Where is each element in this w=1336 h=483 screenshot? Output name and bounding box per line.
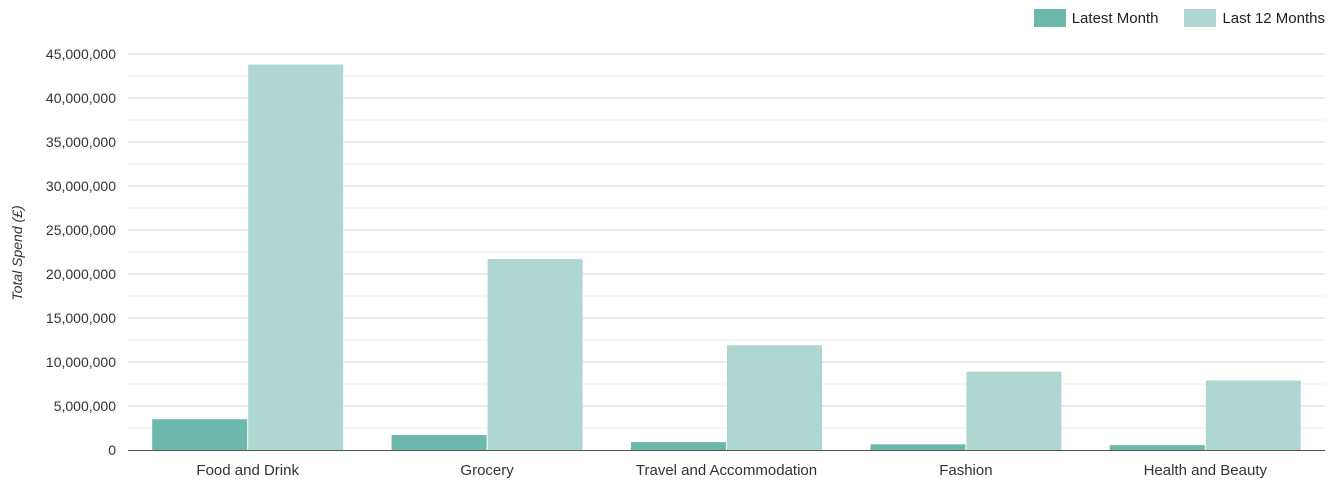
y-tick-label: 5,000,000 [54,398,116,414]
legend: Latest Month Last 12 Months [1033,9,1325,27]
bar-last-12-months [248,64,344,450]
y-tick-label: 15,000,000 [46,310,116,326]
legend-swatch-last-12-months [1184,9,1217,27]
y-tick-label: 25,000,000 [46,222,116,238]
x-tick-label: Grocery [460,462,514,478]
legend-item-last-12-months[interactable]: Last 12 Months [1184,9,1325,27]
legend-item-latest-month[interactable]: Latest Month [1033,9,1159,27]
legend-label-latest-month: Latest Month [1071,9,1159,27]
y-axis-title: Total Spend (£) [9,205,25,300]
bar-last-12-months [966,371,1062,450]
y-tick-label: 35,000,000 [46,134,116,150]
bar-last-12-months [487,259,583,450]
y-tick-label: 30,000,000 [46,178,116,194]
x-tick-label: Food and Drink [196,462,299,478]
x-tick-label: Fashion [939,462,992,478]
bars [152,64,1301,450]
axes: 0 5,000,000 10,000,000 15,000,000 20,000,000… [46,46,1325,479]
bar-latest-month [1109,445,1205,450]
y-tick-label: 10,000,000 [46,354,116,370]
y-tick-label: 45,000,000 [46,46,116,62]
bar-latest-month [631,442,726,450]
bar-latest-month [391,435,487,450]
legend-label-last-12-months: Last 12 Months [1222,9,1325,27]
bar-last-12-months [1205,380,1301,450]
bar-latest-month [152,419,248,450]
bar-latest-month [870,444,966,450]
x-tick-label: Health and Beauty [1144,462,1268,478]
y-tick-label: 40,000,000 [46,90,116,106]
bar-last-12-months [727,345,822,450]
y-tick-label: 20,000,000 [46,266,116,282]
legend-swatch-latest-month [1033,9,1066,27]
x-tick-label: Travel and Accommodation [636,462,817,478]
y-tick-label: 0 [108,442,116,458]
